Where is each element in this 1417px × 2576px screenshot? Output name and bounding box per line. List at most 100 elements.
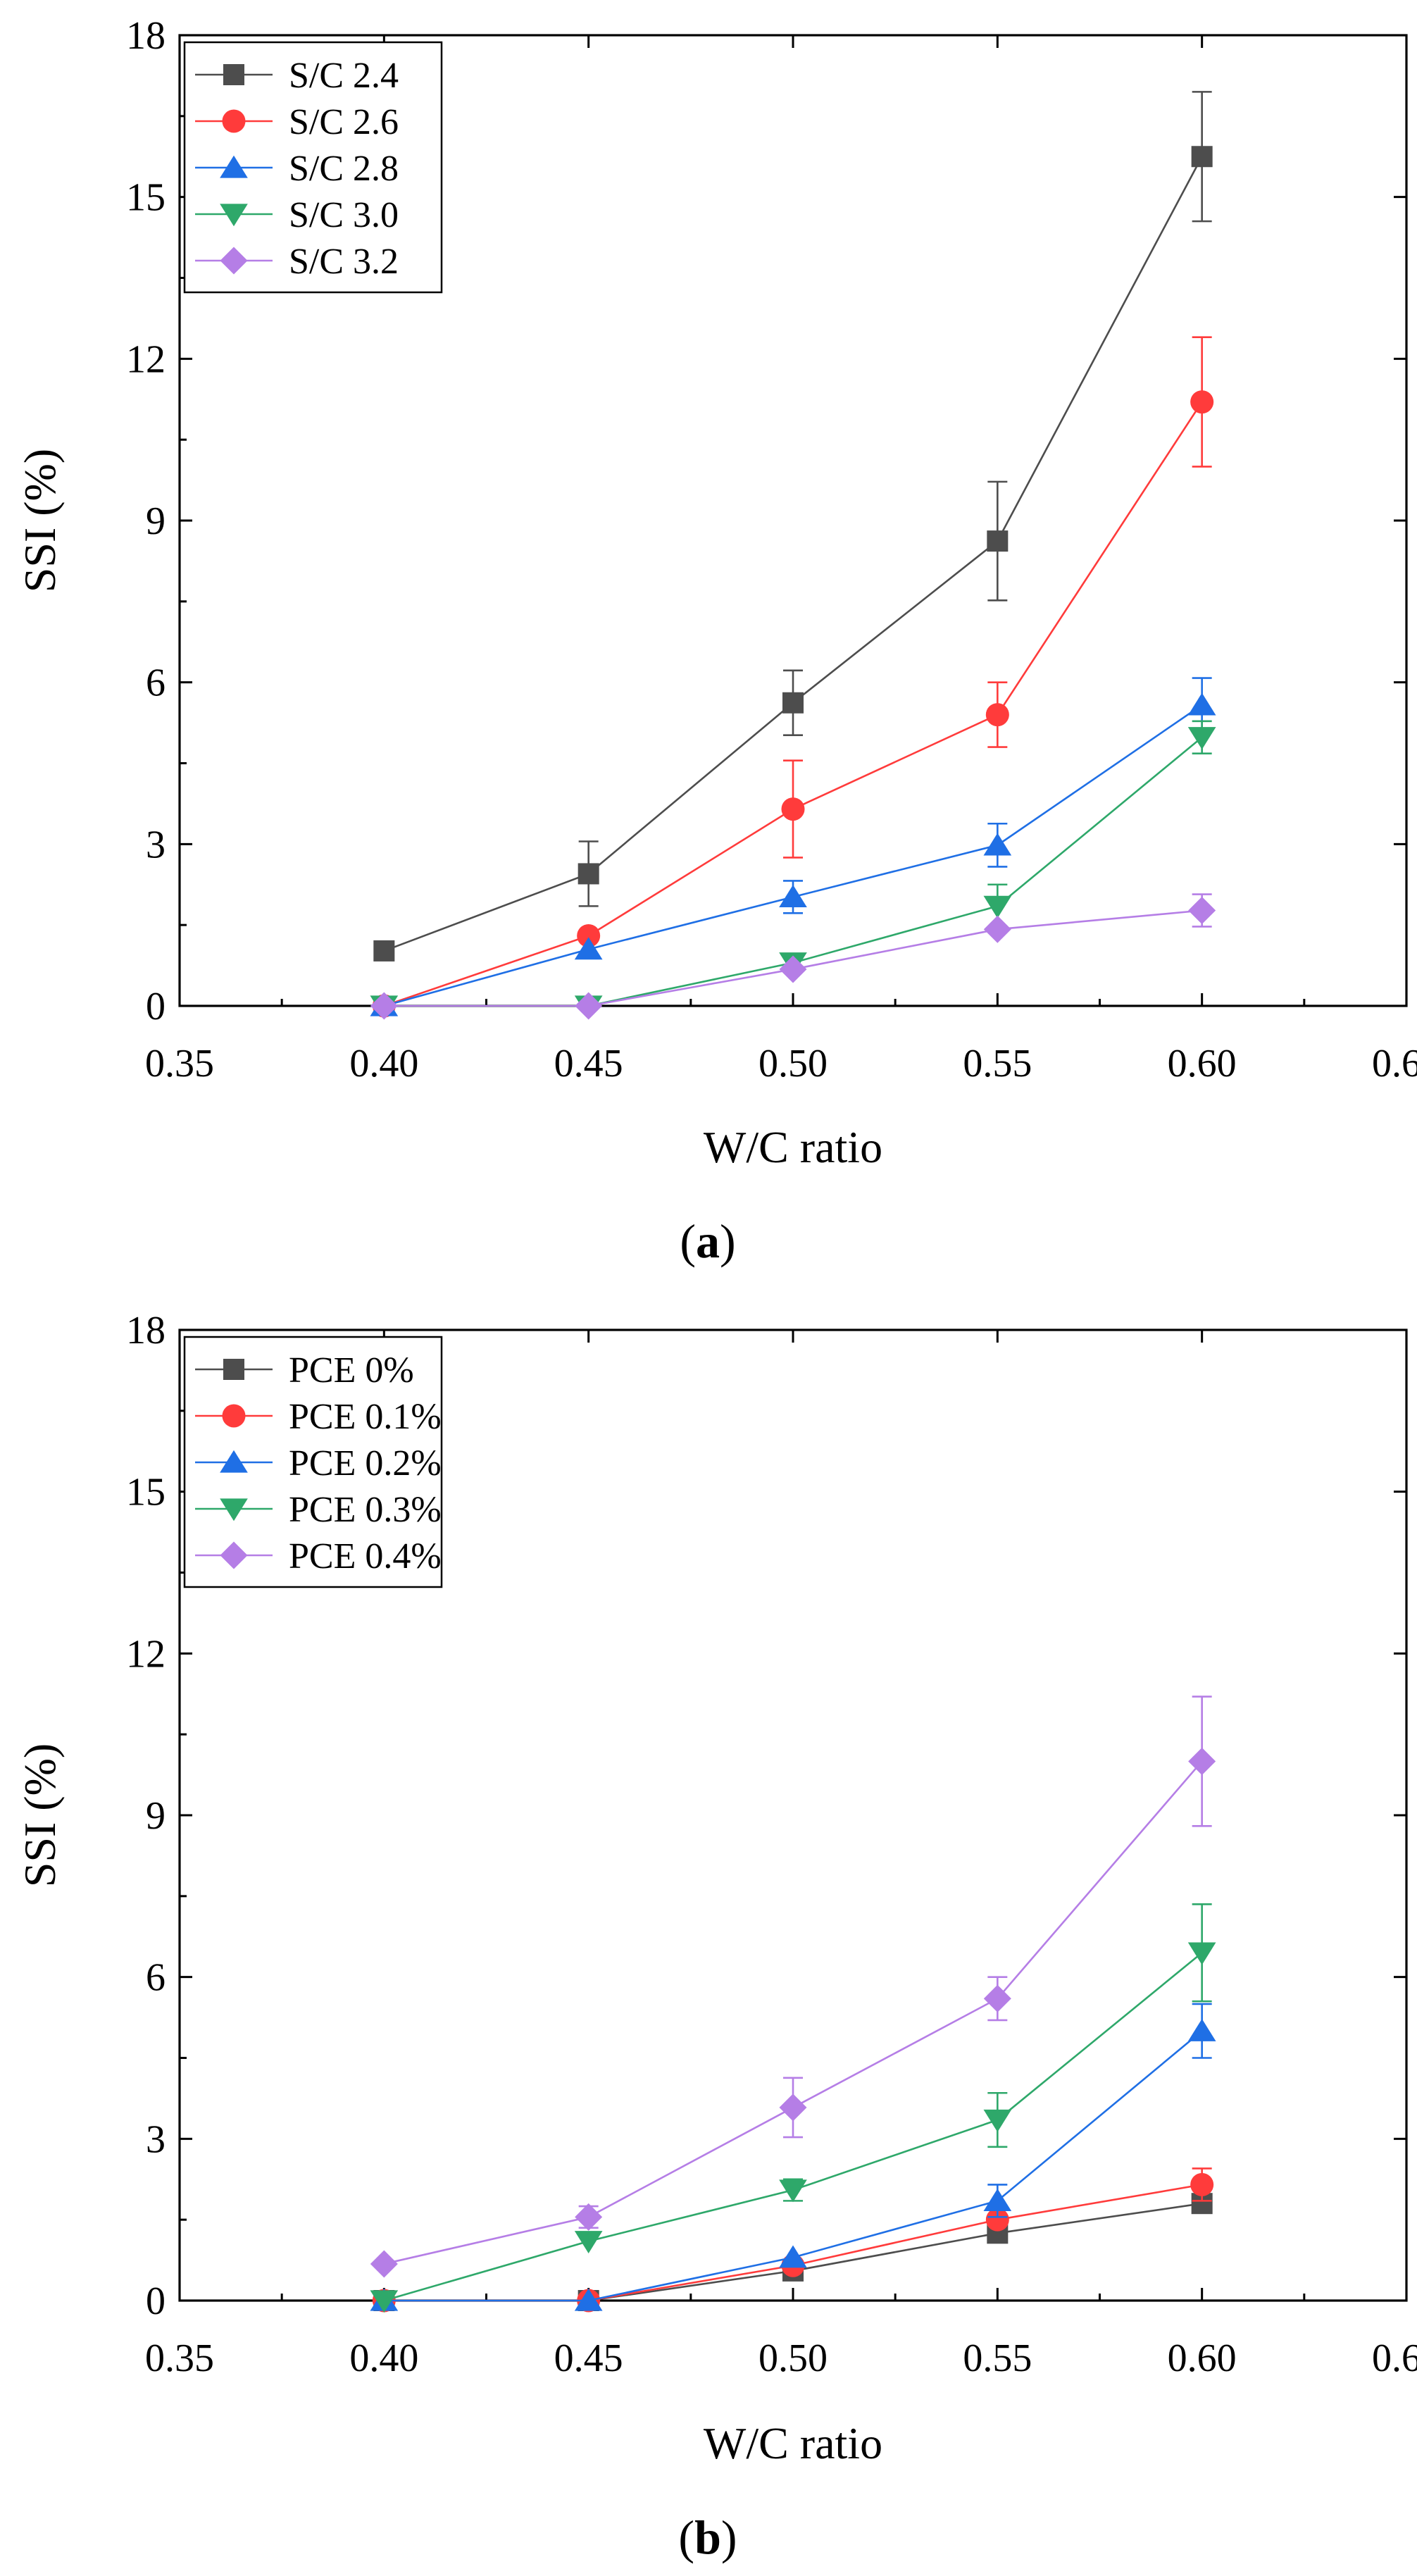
panel-label-open: ( xyxy=(680,1214,696,1268)
x-tick-label: 0.50 xyxy=(759,1042,828,1085)
legend-label: PCE 0% xyxy=(289,1350,414,1390)
marker-diamond xyxy=(1188,1747,1216,1775)
marker-diamond xyxy=(220,247,248,275)
y-tick-label: 12 xyxy=(126,1632,166,1676)
series-layer xyxy=(370,1695,1216,2313)
y-tick-label: 3 xyxy=(146,2117,166,2161)
series-layer xyxy=(370,91,1216,1020)
marker-diamond xyxy=(370,992,398,1020)
marker-triangle-down xyxy=(370,2290,399,2313)
y-tick-label: 3 xyxy=(146,823,166,866)
marker-circle xyxy=(781,797,805,821)
marker-diamond xyxy=(370,2250,398,2278)
legend-label: PCE 0.4% xyxy=(289,1536,442,1576)
x-tick-label: 0.35 xyxy=(145,1042,214,1085)
marker-triangle-up xyxy=(1187,2018,1216,2041)
y-tick-label: 9 xyxy=(146,499,166,543)
x-tick-label: 0.40 xyxy=(349,1042,418,1085)
marker-diamond xyxy=(779,2093,807,2122)
marker-triangle-down xyxy=(779,2179,807,2203)
marker-triangle-down xyxy=(983,2109,1012,2132)
x-tick-label: 0.60 xyxy=(1168,1042,1237,1085)
marker-circle xyxy=(222,109,246,133)
marker-triangle-up xyxy=(574,937,603,960)
y-tick-label: 0 xyxy=(146,985,166,1028)
marker-square xyxy=(1191,146,1213,168)
panel-label-letter: b xyxy=(694,2510,721,2564)
x-tick-label: 0.65 xyxy=(1372,2337,1417,2380)
y-axis-title: SSI (%) xyxy=(15,1743,65,1887)
marker-square xyxy=(578,863,599,885)
x-axis-title: W/C ratio xyxy=(704,1122,882,1172)
marker-triangle-up xyxy=(574,2288,603,2311)
marker-square xyxy=(223,1359,244,1380)
legend-label: PCE 0.3% xyxy=(289,1490,442,1530)
chart-panel-b: 0.35 0.40 0.45 0.50 0.55 0.60 0.65 0 3 6 9 12 15 18 P… xyxy=(15,1309,1417,2564)
tick-labels: 0.35 0.40 0.45 0.50 0.55 0.60 0.65 0 3 6 9 12 15 18 xyxy=(126,1309,1417,2380)
legend: PCE 0% PCE 0.1% PCE 0.2% PCE 0.3% PCE 0.4% xyxy=(183,1336,443,1588)
marker-triangle-up xyxy=(220,155,248,178)
marker-triangle-up xyxy=(1187,692,1216,716)
marker-triangle-up xyxy=(220,1450,248,1473)
marker-square xyxy=(987,530,1009,552)
y-tick-label: 6 xyxy=(146,661,166,705)
marker-diamond xyxy=(575,2203,603,2231)
legend-label: PCE 0.2% xyxy=(289,1443,442,1483)
panel-label-letter: a xyxy=(696,1214,720,1268)
legend-label: S/C 2.4 xyxy=(289,56,399,96)
x-tick-label: 0.55 xyxy=(963,1042,1032,1085)
y-tick-label: 0 xyxy=(146,2279,166,2323)
y-tick-label: 6 xyxy=(146,1956,166,2000)
y-axis-title: SSI (%) xyxy=(15,449,65,592)
marker-diamond xyxy=(779,955,807,983)
marker-square xyxy=(373,940,395,962)
marker-diamond xyxy=(983,915,1011,943)
panel-label-a: (a) xyxy=(680,1214,735,1268)
panel-label-close: ) xyxy=(721,2510,737,2564)
marker-square xyxy=(782,692,804,714)
marker-triangle-up xyxy=(983,2189,1012,2212)
x-tick-label: 0.65 xyxy=(1372,1042,1417,1085)
x-tick-label: 0.45 xyxy=(554,1042,623,1085)
legend-label: S/C 2.6 xyxy=(289,102,399,142)
legend-label: S/C 3.2 xyxy=(289,242,399,282)
legend: S/C 2.4 S/C 2.6 S/C 2.8 S/C 3.0 S/C 3.2 xyxy=(183,41,443,294)
marker-diamond xyxy=(1188,896,1216,924)
marker-triangle-down xyxy=(983,895,1012,919)
y-tick-label: 18 xyxy=(126,1309,166,1352)
y-tick-label: 15 xyxy=(126,1471,166,1514)
tick-labels: 0.35 0.40 0.45 0.50 0.55 0.60 0.65 0 3 6 9 12 15 18 xyxy=(126,14,1417,1085)
panel-label-open: ( xyxy=(678,2510,694,2564)
marker-triangle-up xyxy=(779,2245,807,2268)
marker-circle xyxy=(577,923,601,947)
x-tick-label: 0.45 xyxy=(554,2337,623,2380)
marker-circle xyxy=(985,703,1009,727)
panel-label-b: (b) xyxy=(678,2510,737,2564)
y-tick-label: 9 xyxy=(146,1794,166,1838)
chart-panel-a: 0.35 0.40 0.45 0.50 0.55 0.60 0.65 0 3 6 9 12 15 18 S… xyxy=(15,14,1417,1268)
marker-triangle-down xyxy=(1187,1942,1216,1965)
marker-triangle-up xyxy=(983,833,1012,856)
marker-circle xyxy=(222,1404,246,1428)
x-tick-label: 0.50 xyxy=(759,2337,828,2380)
y-tick-label: 12 xyxy=(126,337,166,381)
y-tick-label: 15 xyxy=(126,176,166,220)
legend-label: PCE 0.1% xyxy=(289,1397,442,1437)
marker-circle xyxy=(985,2208,1009,2232)
marker-diamond xyxy=(220,1541,248,1569)
x-tick-label: 0.40 xyxy=(349,2337,418,2380)
marker-diamond xyxy=(575,992,603,1020)
marker-triangle-down xyxy=(574,2231,603,2254)
marker-square xyxy=(223,64,244,85)
marker-circle xyxy=(1190,390,1214,414)
legend-label: S/C 2.8 xyxy=(289,149,399,189)
panel-label-close: ) xyxy=(720,1214,736,1268)
marker-circle xyxy=(1190,2172,1214,2196)
marker-triangle-up xyxy=(779,885,807,908)
marker-diamond xyxy=(983,1984,1011,2012)
marker-triangle-down xyxy=(220,1498,248,1522)
x-tick-label: 0.55 xyxy=(963,2337,1032,2380)
y-tick-label: 18 xyxy=(126,14,166,58)
x-axis-title: W/C ratio xyxy=(704,2418,882,2468)
